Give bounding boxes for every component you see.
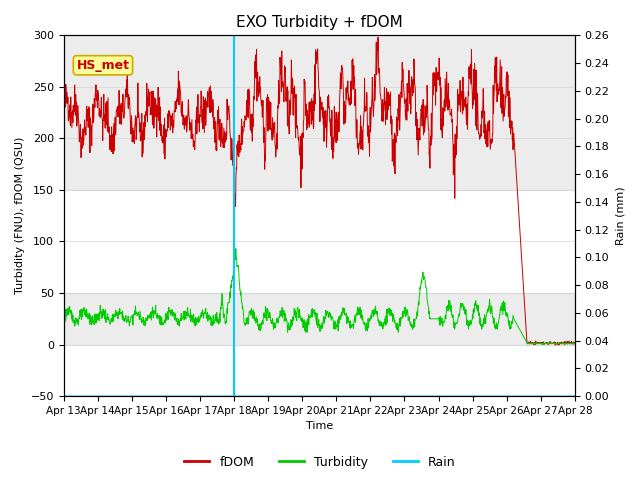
Title: EXO Turbidity + fDOM: EXO Turbidity + fDOM [236, 15, 403, 30]
Legend: fDOM, Turbidity, Rain: fDOM, Turbidity, Rain [179, 451, 461, 474]
Text: HS_met: HS_met [76, 59, 129, 72]
Y-axis label: Turbidity (FNU), fDOM (QSU): Turbidity (FNU), fDOM (QSU) [15, 137, 25, 294]
Bar [63, 293, 575, 345]
X-axis label: Time: Time [306, 421, 333, 432]
Bar [63, 36, 575, 190]
Y-axis label: Rain (mm): Rain (mm) [615, 186, 625, 245]
